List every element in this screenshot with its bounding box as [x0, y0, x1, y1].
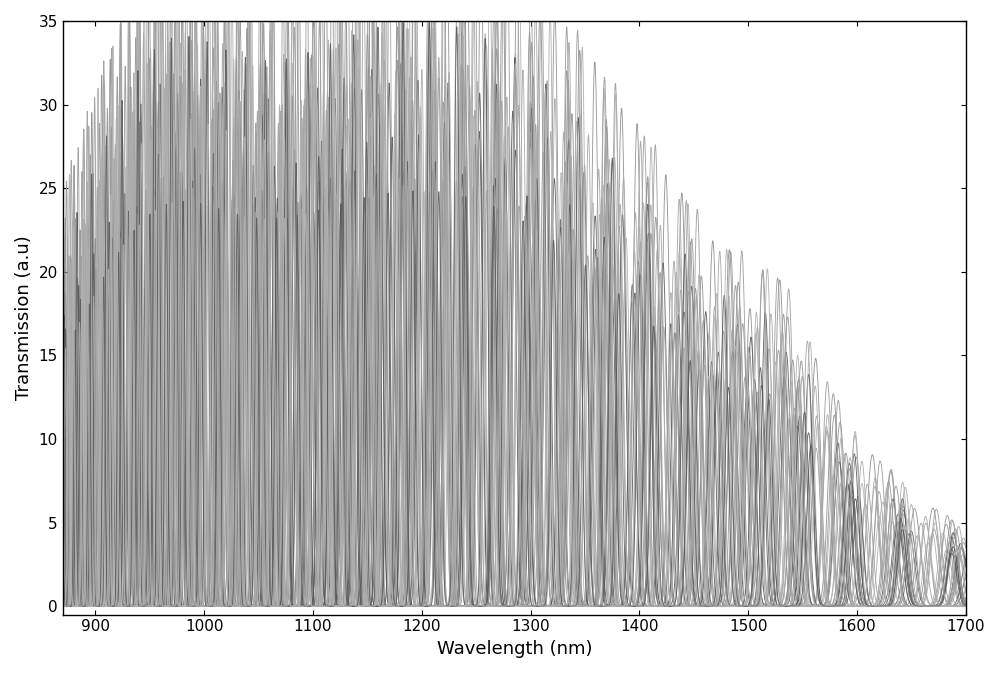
X-axis label: Wavelength (nm): Wavelength (nm) — [437, 640, 592, 658]
Y-axis label: Transmission (a.u): Transmission (a.u) — [15, 236, 33, 400]
